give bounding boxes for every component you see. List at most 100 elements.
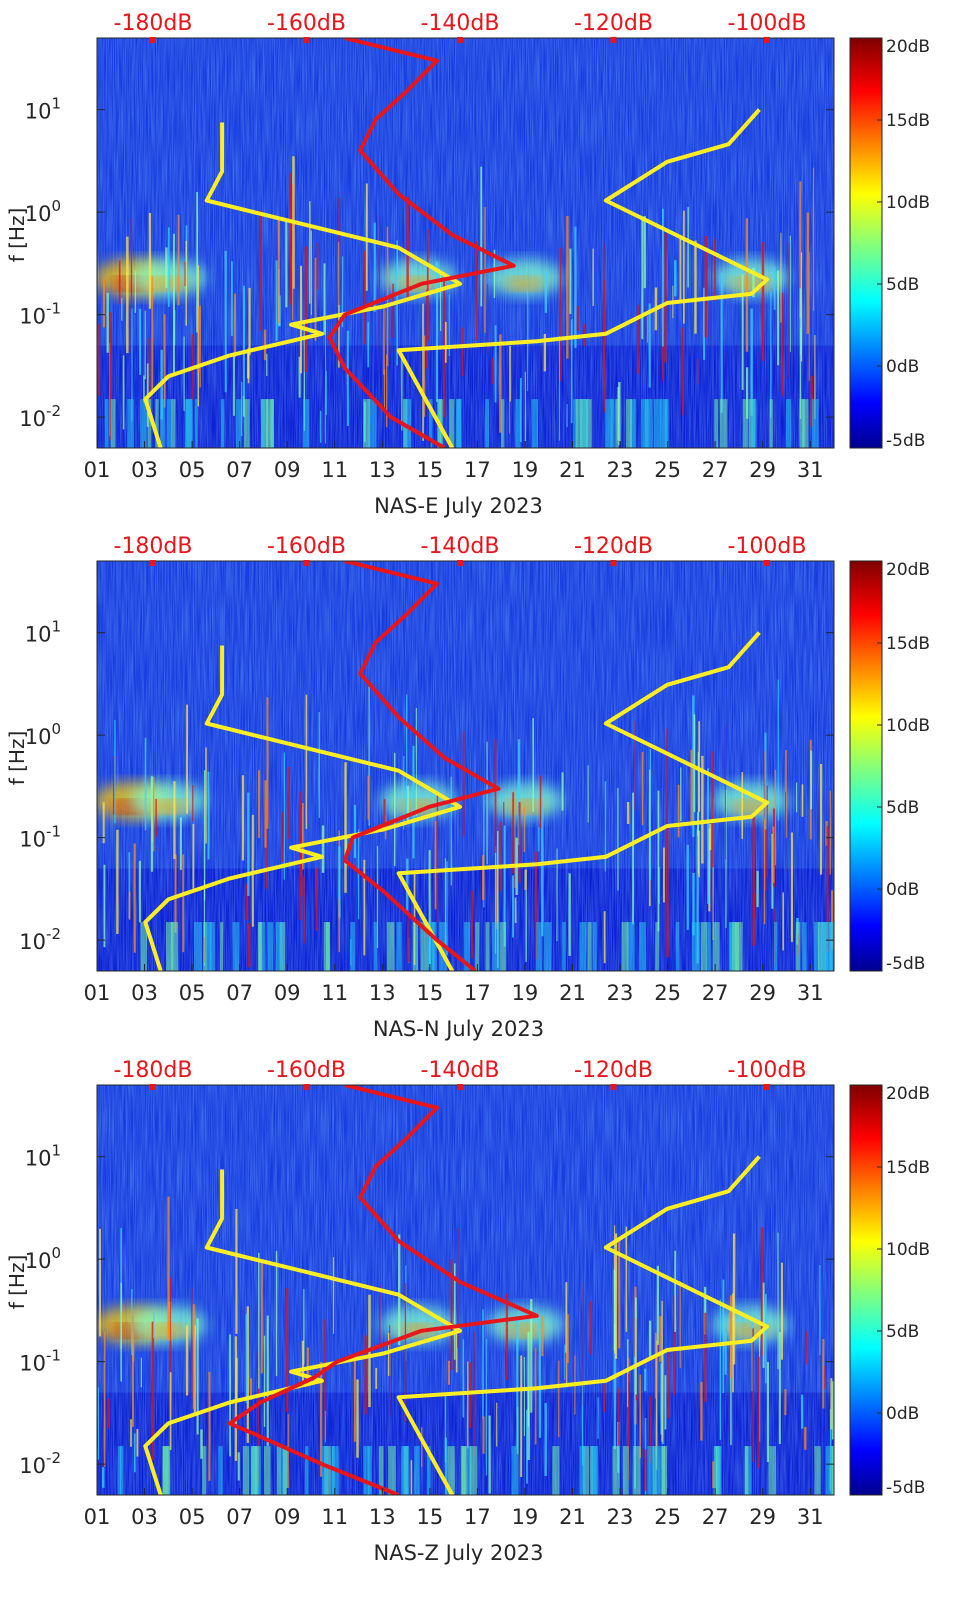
- transient-streak: [661, 1353, 664, 1445]
- lowfreq-block: [104, 399, 109, 448]
- transient-streak: [365, 183, 368, 291]
- y-tick-exponent: -2: [46, 402, 61, 420]
- transient-streak: [421, 1427, 423, 1467]
- transient-streak: [751, 1320, 754, 1392]
- x-tick-label: 13: [369, 1505, 396, 1529]
- transient-streak: [245, 883, 249, 921]
- transient-streak: [649, 749, 652, 880]
- lowfreq-block: [831, 1446, 834, 1495]
- transient-streak: [534, 1347, 537, 1445]
- x-tick-label: 27: [702, 981, 729, 1005]
- transient-streak: [410, 1460, 413, 1495]
- transient-streak: [756, 870, 759, 908]
- transient-streak: [353, 804, 357, 858]
- transient-streak: [148, 212, 152, 309]
- transient-streak: [565, 1352, 567, 1386]
- x-tick-label: 01: [84, 981, 111, 1005]
- transient-streak: [383, 369, 386, 413]
- transient-streak: [167, 1196, 170, 1337]
- transient-streak: [263, 329, 267, 361]
- transient-streak: [292, 184, 294, 321]
- transient-streak: [812, 167, 815, 311]
- y-tick-label: 100: [25, 197, 61, 226]
- x-tick-label: 01: [84, 1505, 111, 1529]
- lowfreq-block: [467, 1446, 472, 1495]
- lowfreq-block: [579, 1446, 586, 1495]
- transient-streak: [679, 1281, 681, 1368]
- transient-streak: [468, 1362, 472, 1428]
- db-tick-label: -140dB: [421, 1058, 500, 1083]
- transient-streak: [662, 208, 664, 347]
- transient-streak: [496, 1402, 498, 1447]
- transient-streak: [230, 261, 233, 337]
- spectrogram-texture: [97, 1085, 834, 1495]
- colorbar-label: 10dB: [886, 716, 930, 736]
- transient-streak: [656, 1265, 659, 1345]
- y-tick-label: 10-1: [19, 823, 61, 852]
- lowfreq-block: [633, 1446, 641, 1495]
- microseism-core: [504, 1324, 545, 1337]
- transient-streak: [440, 273, 442, 331]
- transient-streak: [697, 752, 699, 874]
- transient-streak: [406, 786, 409, 821]
- transient-streak: [819, 1265, 821, 1356]
- spectrogram-area: [97, 38, 834, 448]
- lowfreq-block: [593, 1446, 599, 1495]
- transient-streak: [687, 207, 689, 288]
- transient-streak: [234, 1336, 238, 1461]
- transient-streak: [163, 314, 166, 408]
- lowfreq-block: [820, 922, 829, 971]
- lowfreq-block: [261, 922, 266, 971]
- spectrogram-texture: [97, 561, 834, 971]
- transient-streak: [383, 306, 385, 375]
- transient-streak: [182, 854, 185, 953]
- lowfreq-block: [170, 922, 179, 971]
- transient-streak: [179, 817, 182, 870]
- psd-median-curve: [227, 1085, 539, 1495]
- y-tick-label: 100: [25, 1244, 61, 1273]
- transient-streak: [592, 248, 594, 306]
- transient-streak: [625, 1226, 628, 1332]
- transient-streak: [524, 869, 527, 891]
- transient-streak: [303, 321, 306, 432]
- transient-streak: [132, 1310, 134, 1427]
- transient-streak: [303, 1289, 305, 1365]
- transient-streak: [711, 751, 714, 868]
- transient-streak: [394, 752, 396, 866]
- transient-streak: [512, 792, 515, 874]
- lowfreq-block: [127, 399, 134, 448]
- transient-streak: [398, 1234, 401, 1346]
- transient-streak: [634, 1356, 636, 1489]
- lowfreq-block: [774, 922, 778, 971]
- x-tick-label: 21: [559, 458, 586, 482]
- transient-streak: [192, 785, 194, 822]
- transient-streak: [514, 897, 517, 923]
- transient-streak: [569, 248, 572, 314]
- transient-streak: [680, 767, 682, 821]
- lowfreq-block: [629, 399, 637, 448]
- y-tick-base: 10: [19, 930, 46, 954]
- transient-streak: [568, 873, 571, 956]
- colorbar-label: 5dB: [886, 798, 919, 818]
- db-tick-mark: [303, 37, 310, 43]
- db-tick-mark: [610, 560, 617, 566]
- lowfreq-block: [463, 922, 470, 971]
- transient-streak: [192, 1304, 195, 1409]
- transient-streak: [566, 1314, 569, 1364]
- transient-streak: [109, 311, 112, 440]
- y-tick-exponent: 1: [51, 1142, 61, 1160]
- lowfreq-block: [368, 399, 377, 448]
- transient-streak: [150, 776, 153, 872]
- transient-streak: [475, 240, 478, 341]
- transient-streak: [570, 319, 573, 424]
- lowfreq-block: [622, 1446, 629, 1495]
- transient-streak: [283, 752, 285, 880]
- lowfreq-block: [267, 922, 274, 971]
- transient-streak: [654, 1332, 657, 1399]
- transient-streak: [289, 173, 292, 305]
- lowfreq-block: [750, 399, 757, 448]
- transient-streak: [450, 1259, 453, 1371]
- transient-streak: [245, 1314, 248, 1403]
- db-tick-label: -140dB: [421, 11, 500, 36]
- transient-streak: [298, 356, 301, 398]
